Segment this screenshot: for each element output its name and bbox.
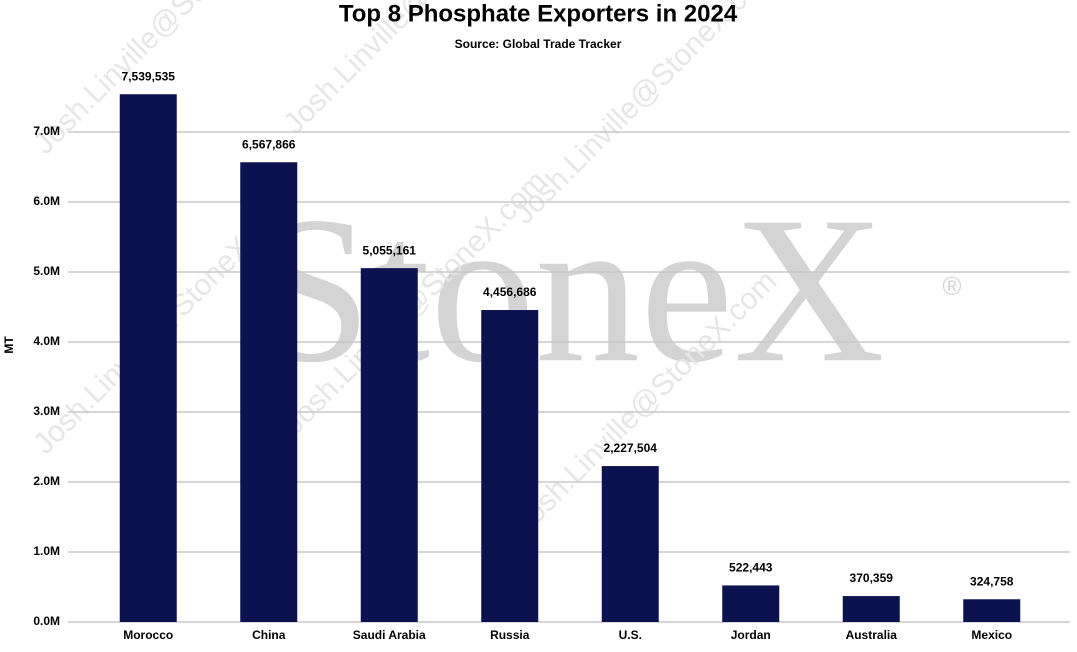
bar	[481, 310, 539, 622]
y-tick-label: 2.0M	[33, 474, 60, 488]
x-tick-label: Mexico	[971, 628, 1012, 642]
value-label: 6,567,866	[242, 137, 296, 151]
y-tick-label: 5.0M	[33, 264, 60, 278]
x-tick-label: China	[252, 628, 286, 642]
bar	[360, 268, 418, 622]
plot: 0.0M 1.0M 2.0M 3.0M 4.0M 5.0M 6.0M 7.0M Morocco 7…	[33, 69, 1070, 642]
value-label: 5,055,161	[363, 243, 417, 257]
value-label: 522,443	[729, 561, 773, 575]
value-label: 2,227,504	[604, 441, 658, 455]
watermark-mark: ®	[942, 271, 961, 301]
y-tick-label: 4.0M	[33, 334, 60, 348]
bar	[842, 596, 900, 622]
bar	[119, 94, 177, 623]
bar	[722, 585, 780, 622]
x-tick-label: Saudi Arabia	[353, 628, 426, 642]
value-label: 370,359	[850, 571, 894, 585]
value-label: 4,456,686	[483, 285, 537, 299]
watermark: StoneX	[255, 174, 885, 406]
bar	[963, 599, 1021, 622]
x-tick-label: Australia	[846, 628, 898, 642]
bar	[601, 466, 659, 622]
x-tick-label: Jordan	[731, 628, 771, 642]
chart-title: Top 8 Phosphate Exporters in 2024	[339, 0, 738, 27]
y-tick-label: 0.0M	[33, 614, 60, 628]
y-tick-label: 1.0M	[33, 544, 60, 558]
y-tick-label: 3.0M	[33, 404, 60, 418]
x-tick-label: Russia	[490, 628, 530, 642]
chart-subtitle: Source: Global Trade Tracker	[455, 37, 622, 51]
bar	[240, 162, 298, 622]
value-label: 7,539,535	[122, 69, 176, 83]
y-axis-label: MT	[2, 336, 16, 354]
value-label: 324,758	[970, 574, 1014, 588]
x-tick-label: U.S.	[619, 628, 642, 642]
x-tick-label: Morocco	[123, 628, 173, 642]
y-tick-label: 6.0M	[33, 194, 60, 208]
y-tick-label: 7.0M	[33, 124, 60, 138]
